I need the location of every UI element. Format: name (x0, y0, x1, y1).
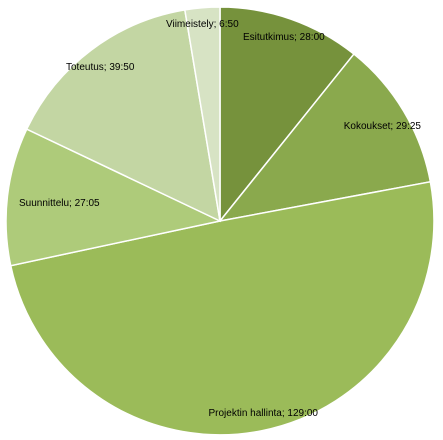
slice-label: Esitutkimus; 28:00 (243, 32, 325, 43)
pie-slices (5, 6, 435, 436)
pie-labels: Esitutkimus; 28:00 Kokoukset; 29:25 Projek… (19, 19, 421, 419)
pie-slice (218, 53, 432, 223)
slice-label: Projektin hallinta; 129:00 (208, 408, 318, 419)
slice-label: Kokoukset; 29:25 (344, 121, 422, 132)
slice-label: Suunnittelu; 27:05 (19, 198, 100, 209)
pie-slice (183, 6, 221, 222)
slice-label: Viimeistely; 6:50 (166, 19, 239, 30)
pie-slice (9, 180, 435, 436)
pie-slice (5, 128, 223, 267)
pie-slice (25, 9, 221, 223)
slice-label: Toteutus; 39:50 (66, 62, 135, 73)
pie-slice (219, 6, 355, 224)
